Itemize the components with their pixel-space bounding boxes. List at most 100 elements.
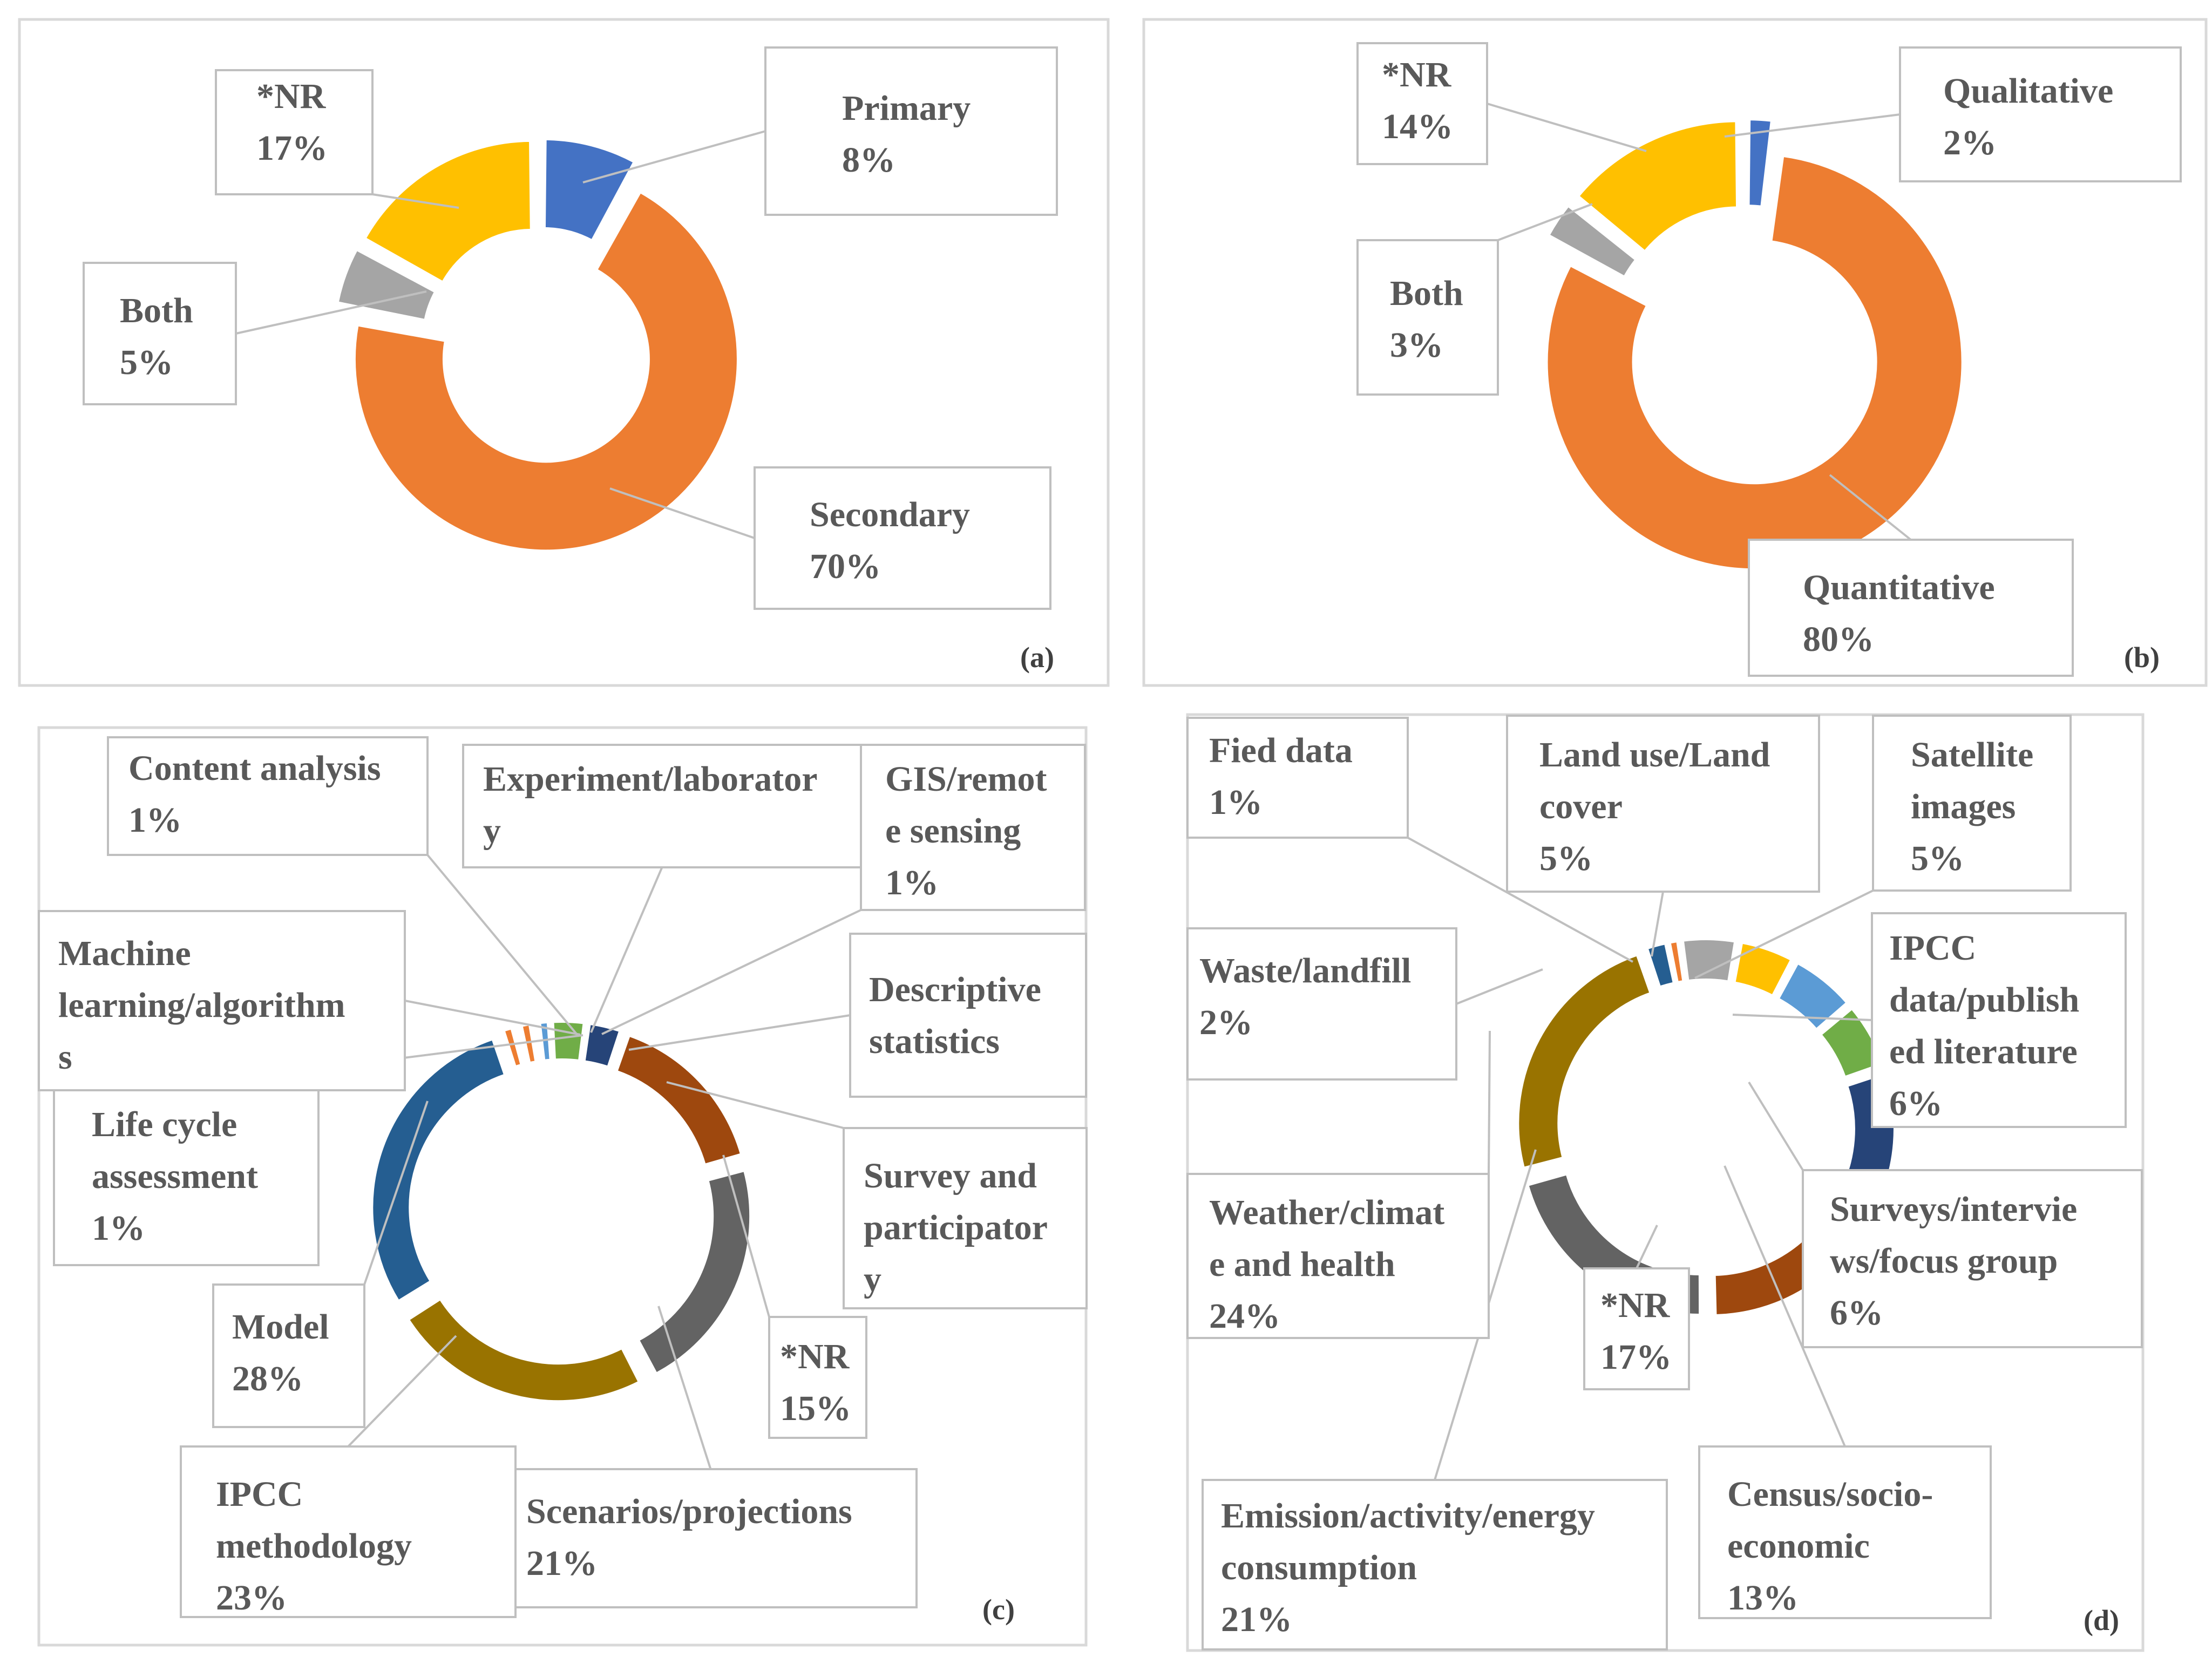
callout-box-quantitative	[1748, 539, 2074, 677]
slice-ipcc-methodology	[407, 1298, 641, 1403]
callout-box-land-use-land-cover	[1506, 715, 1820, 893]
callout-box-machine-learning-algorithm-s	[38, 910, 406, 1091]
panel-d-callouts: Land use/Land cover 5% Satellite images 5% IPC…	[1186, 715, 2143, 1650]
callout-box-both	[83, 262, 237, 405]
leader-both	[235, 290, 427, 335]
panel-b-chart: Qualitative 2% Quantitative 80% Both 3% *NR 14%	[1356, 42, 2182, 677]
panel-c-chart: Experiment/laborator y GIS/remot e sensing 1…	[38, 736, 1088, 1618]
callout-box-secondary	[754, 466, 1051, 610]
panel-c-label: (c)	[982, 1593, 1015, 1626]
slice-machine-learning-algorithm-s	[514, 1025, 528, 1065]
slice-surveys-intervie-ws-focus-group	[1819, 1007, 1885, 1078]
leader-census-socio-economic	[1724, 1165, 1846, 1447]
leader-nr	[1636, 1225, 1658, 1269]
leader-descriptive-statistics	[628, 1014, 851, 1051]
callout-box-primary	[764, 46, 1058, 216]
callout-text-census-socio-economic: Census/socio-economic 13%	[1727, 1475, 1933, 1618]
callout-text-satellite-images: Satellite images 5%	[1911, 735, 2033, 878]
callout-text-secondary: Secondary 70%	[810, 495, 970, 586]
callout-box-ipcc-data-publish-ed-literature	[1871, 912, 2127, 1128]
callout-text-nr: *NR 15%	[780, 1337, 851, 1428]
leader-experiment-laborator-y	[590, 867, 663, 1033]
callout-text-survey-and-participator-y: Survey and participator y	[864, 1156, 1048, 1299]
callout-text-content-analysis: Content analysis 1%	[128, 749, 381, 840]
callout-text-nr: *NR 14%	[1382, 55, 1453, 146]
leader-primary	[582, 130, 766, 184]
callout-box-nr	[215, 69, 374, 195]
callout-text-descriptive-statistics: Descriptive statistics	[869, 970, 1041, 1061]
callout-text-life-cycle-assessment: Life cycle assessment 1%	[92, 1105, 258, 1248]
callout-box-surveys-intervie-ws-focus-group	[1802, 1169, 2143, 1348]
slice-descriptive-statistics	[552, 1021, 585, 1062]
leader-qualitative	[1724, 113, 1901, 138]
leader-machine-learning-algorithm-s	[404, 1000, 581, 1036]
leader-fied-data	[1407, 837, 1633, 963]
callout-text-ipcc-data-publish-ed-literature: IPCC data/publish ed literature 6%	[1889, 928, 2079, 1123]
panel-a-chart: Primary 8% Secondary 70% Both 5% *NR 17%	[83, 46, 1058, 610]
panel-d-chart: Land use/Land cover 5% Satellite images 5% IPC…	[1186, 715, 2143, 1650]
callout-box-nr	[1583, 1267, 1690, 1390]
leader-content-analysis	[426, 854, 579, 1036]
callout-box-life-cycle-assessment	[53, 1068, 320, 1266]
callout-text-nr: *NR 17%	[1600, 1286, 1672, 1377]
callout-text-nr: *NR 17%	[256, 77, 328, 168]
leader-scenarios-projections	[657, 1306, 712, 1470]
callout-text-ipcc-methodology: IPCC methodology 23%	[216, 1475, 412, 1618]
slice-secondary	[353, 191, 739, 552]
callout-text-both: Both 5%	[120, 291, 193, 382]
callout-box-emission-activity-energy-consumption	[1202, 1479, 1668, 1650]
leader-nr	[722, 1154, 770, 1317]
slice-both	[336, 248, 437, 322]
callout-box-waste-landfill	[1186, 927, 1457, 1081]
slice-experiment-laborator-y	[532, 1022, 542, 1063]
callout-text-waste-landfill: Waste/landfill 2%	[1199, 951, 1411, 1042]
slice-both	[1547, 204, 1638, 278]
callout-text-model: Model 28%	[232, 1307, 329, 1398]
callout-text-scenarios-projections: Scenarios/projections 21%	[526, 1492, 852, 1583]
slice-quantitative	[1545, 154, 1964, 571]
leader-both	[1497, 203, 1593, 241]
slice-nr	[1577, 120, 1739, 253]
callout-text-emission-activity-energy-consumption: Emission/activity/energy consumption 21%	[1221, 1496, 1595, 1639]
callout-box-satellite-images	[1872, 715, 2072, 892]
panel-a-label: (a)	[1020, 641, 1054, 674]
leader-ipcc-data-publish-ed-literature	[1732, 1014, 1872, 1021]
callout-text-qualitative: Qualitative 2%	[1943, 71, 2113, 162]
callout-box-ipcc-methodology	[180, 1445, 517, 1618]
callout-text-weather-climat-e-and-health: Weather/climat e and health 24%	[1209, 1193, 1444, 1336]
leader-ipcc-methodology	[347, 1335, 457, 1448]
slice-model	[371, 1037, 506, 1303]
callout-box-both	[1356, 239, 1499, 396]
callout-box-qualitative	[1899, 46, 2182, 182]
callout-text-gis-remot-e-sensing: GIS/remot e sensing 1%	[885, 759, 1047, 902]
slice-ipcc-data-publish-ed-literature	[1776, 961, 1849, 1031]
callout-box-model	[212, 1283, 365, 1428]
callout-text-fied-data: Fied data 1%	[1209, 731, 1353, 822]
callout-text-machine-learning-algorithm-s: Machine learning/algorithm s	[58, 934, 345, 1077]
callout-box-scenarios-projections	[504, 1468, 918, 1608]
slice-gis-remot-e-sensing	[539, 1021, 552, 1062]
callout-box-gis-remot-e-sensing	[860, 744, 1086, 911]
callout-box-descriptive-statistics	[849, 933, 1087, 1098]
callout-box-census-socio-economic	[1698, 1445, 1992, 1619]
slice-nr	[615, 1034, 743, 1166]
panel-b-callouts: Qualitative 2% Quantitative 80% Both 3% *NR 14%	[1356, 42, 2182, 677]
callout-box-nr	[1356, 42, 1488, 165]
callout-box-nr	[768, 1316, 867, 1439]
callout-box-experiment-laborator-y	[462, 744, 862, 868]
slice-weather-climat-e-and-health	[1517, 953, 1652, 1170]
slice-primary	[543, 138, 636, 242]
callout-text-land-use-land-cover: Land use/Land cover 5%	[1539, 735, 1770, 878]
callout-text-experiment-laborator-y: Experiment/laborator y	[483, 759, 818, 851]
callout-box-fied-data	[1186, 717, 1409, 839]
leader-secondary	[609, 487, 755, 539]
callout-text-quantitative: Quantitative 80%	[1803, 568, 1995, 659]
callout-text-both: Both 3%	[1390, 274, 1463, 365]
panel-b-label: (b)	[2124, 641, 2160, 674]
leader-survey-and-participator-y	[666, 1081, 844, 1129]
leader-satellite-images	[1694, 889, 1874, 979]
leader-waste-landfill	[1456, 968, 1543, 1005]
leader-nr	[1487, 103, 1647, 152]
panel-d-label: (d)	[2084, 1604, 2119, 1636]
slice-qualitative	[1747, 118, 1773, 208]
